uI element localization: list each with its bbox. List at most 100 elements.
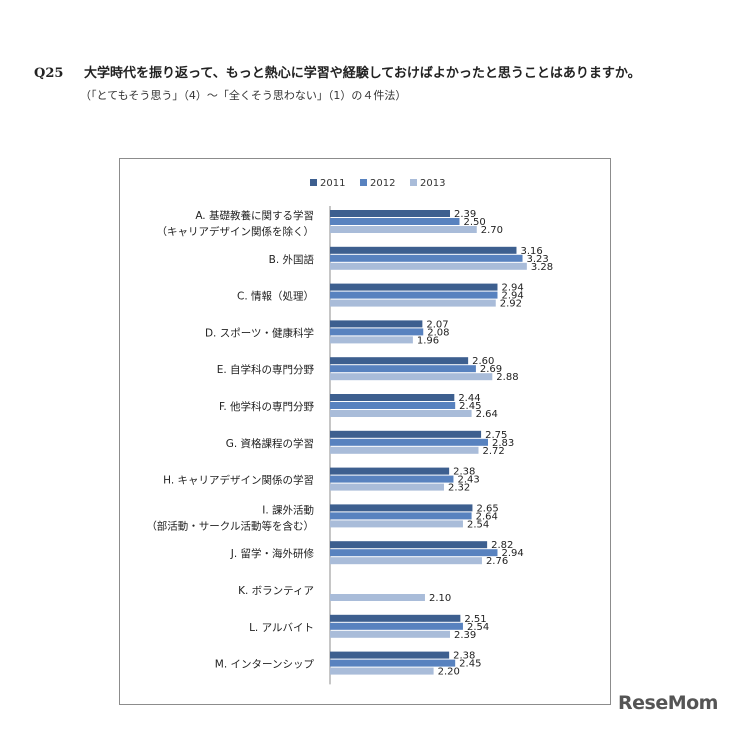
bar-2011 <box>330 614 461 622</box>
data-label-2011: 2.82 <box>491 540 513 551</box>
data-label-2013: 2.64 <box>476 409 498 420</box>
bar-2013 <box>330 483 444 491</box>
legend-swatch-2012 <box>360 179 367 186</box>
category-label: D. スポーツ・健康科学 <box>205 326 314 339</box>
data-label-2011: 2.65 <box>476 503 498 514</box>
data-label-2011: 3.16 <box>520 246 542 257</box>
resemom-logo: ReseMom <box>618 692 718 714</box>
bar-2012 <box>330 512 472 520</box>
data-label-2013: 2.39 <box>454 630 476 641</box>
category-label: C. 情報（処理） <box>237 290 314 303</box>
legend-swatch-2011 <box>310 179 317 186</box>
data-label-2012: 2.94 <box>501 548 523 559</box>
data-label-2012: 2.43 <box>457 475 479 486</box>
data-label-2012: 2.83 <box>492 438 514 449</box>
legend-label-2012: 2012 <box>370 178 395 189</box>
bar-2013 <box>330 667 434 675</box>
category-label: J. 留学・海外研修 <box>230 547 315 560</box>
bar-2013 <box>330 299 496 307</box>
data-label-2012: 2.94 <box>501 291 523 302</box>
bar-2011 <box>330 210 451 217</box>
bar-2012 <box>330 475 454 483</box>
bar-2013 <box>330 336 413 344</box>
question-block: Q25 大学時代を振り返って、もっと熱心に学習や経験しておけばよかったと思うこと… <box>34 64 724 103</box>
data-label-2013: 2.32 <box>448 483 470 494</box>
bar-2013 <box>330 410 472 417</box>
bar-2011 <box>330 430 482 438</box>
data-label-2012: 2.50 <box>464 217 486 228</box>
bar-2011 <box>330 320 423 328</box>
bar-2013 <box>330 446 479 454</box>
bar-2011 <box>330 651 450 659</box>
bar-2012 <box>330 402 456 409</box>
bar-2011 <box>330 504 473 512</box>
category-label: F. 他学科の専門分野 <box>219 400 315 413</box>
data-label-2013: 2.54 <box>467 519 489 530</box>
bar-2012 <box>330 291 498 299</box>
data-label-2012: 3.23 <box>527 254 549 265</box>
category-label: H. キャリアデザイン関係の学習 <box>163 474 314 487</box>
data-label-2012: 2.54 <box>467 622 489 633</box>
data-label-2013: 2.10 <box>429 593 451 604</box>
bar-2013 <box>330 520 463 528</box>
legend-label-2013: 2013 <box>420 178 445 189</box>
data-label-2011: 2.38 <box>453 467 475 478</box>
data-label-2012: 2.64 <box>476 511 498 522</box>
bar-2011 <box>330 357 469 365</box>
category-label: I. 課外活動 <box>262 503 314 516</box>
category-label: G. 資格課程の学習 <box>226 437 314 450</box>
bar-2011 <box>330 467 450 475</box>
bar-2013 <box>330 373 493 381</box>
category-label: E. 自学科の専門分野 <box>217 363 315 376</box>
data-label-2013: 2.20 <box>438 667 460 678</box>
data-label-2011: 2.38 <box>453 651 475 662</box>
category-label: （キャリアデザイン関係を除く） <box>157 225 315 238</box>
bar-2012 <box>330 328 424 336</box>
data-label-2013: 3.28 <box>531 262 553 273</box>
data-label-2012: 2.69 <box>480 364 502 375</box>
bar-2013 <box>330 594 425 601</box>
bar-2011 <box>330 283 498 291</box>
data-label-2011: 2.75 <box>485 430 507 441</box>
data-label-2011: 2.07 <box>426 319 448 330</box>
data-label-2012: 2.45 <box>459 659 481 670</box>
question-number: Q25 <box>34 66 64 81</box>
data-label-2011: 2.39 <box>454 209 476 220</box>
category-label: A. 基礎教養に関する学習 <box>195 209 314 222</box>
data-label-2012: 2.08 <box>427 327 449 338</box>
bar-2011 <box>330 246 517 254</box>
data-label-2012: 2.45 <box>459 401 481 412</box>
bar-2012 <box>330 438 488 446</box>
bar-2012 <box>330 365 476 373</box>
bar-2011 <box>330 541 488 549</box>
data-label-2013: 2.92 <box>500 299 522 310</box>
bar-2012 <box>330 622 463 630</box>
bar-2013 <box>330 557 482 565</box>
bar-2011 <box>330 394 455 401</box>
data-label-2013: 2.88 <box>496 372 518 383</box>
legend-swatch-2013 <box>410 179 417 186</box>
data-label-2011: 2.51 <box>464 614 486 625</box>
question-text: 大学時代を振り返って、もっと熱心に学習や経験しておけばよかったと思うことはありま… <box>84 66 641 81</box>
bar-2012 <box>330 218 460 225</box>
category-label: B. 外国語 <box>269 253 315 266</box>
bar-2013 <box>330 226 477 233</box>
category-label: （部活動・サークル活動等を含む） <box>146 519 314 532</box>
bar-chart: 2011 2012 2013 A. 基礎教養に関する学習 （キャリアデザイン関係を除く）… <box>146 178 553 685</box>
category-label: M. インターンシップ <box>215 659 315 671</box>
data-label-2013: 2.72 <box>482 446 504 457</box>
question-note: （「とてもそう思う」（4）～「全くそう思わない」（1）の４件法） <box>80 89 407 102</box>
bar-2012 <box>330 254 523 262</box>
data-label-2013: 1.96 <box>417 335 439 346</box>
data-label-2011: 2.94 <box>501 283 523 294</box>
legend-label-2011: 2011 <box>320 178 345 189</box>
bar-2013 <box>330 262 527 270</box>
data-label-2011: 2.60 <box>472 356 494 367</box>
bar-2013 <box>330 630 451 638</box>
bar-2012 <box>330 549 498 557</box>
bar-2012 <box>330 659 456 667</box>
data-label-2013: 2.76 <box>486 556 508 567</box>
data-label-2013: 2.70 <box>481 225 503 236</box>
category-label: K. ボランティア <box>238 585 314 597</box>
category-label: L. アルバイト <box>249 622 314 634</box>
